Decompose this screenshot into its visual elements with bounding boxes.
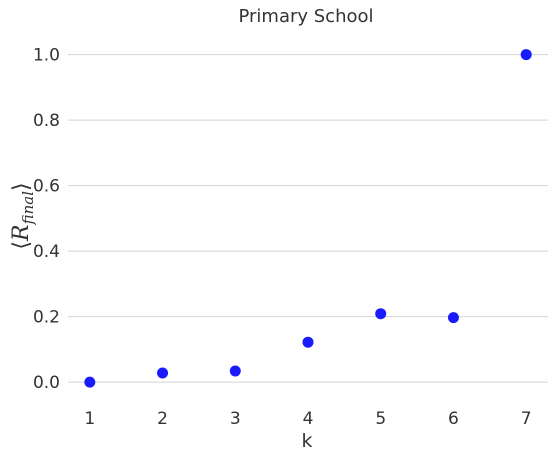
gridlines	[68, 54, 548, 383]
y-label-close: ⟩	[9, 182, 34, 191]
data-points	[84, 49, 532, 388]
y-tick-labels: 0.0 0.2 0.4 0.6 0.8 1.0	[33, 46, 60, 394]
x-tick-label: 5	[375, 409, 386, 429]
x-axis-label: k	[301, 430, 312, 452]
data-point	[84, 376, 96, 388]
y-tick-label: 0.2	[33, 308, 60, 328]
data-point	[520, 49, 532, 61]
x-tick-label: 6	[448, 409, 459, 429]
x-tick-labels: 1 2 3 4 5 6 7	[84, 409, 531, 429]
y-label-subscript: final	[19, 191, 37, 226]
x-tick-label: 2	[157, 409, 168, 429]
x-tick-label: 3	[230, 409, 241, 429]
y-tick-label: 0.0	[33, 373, 60, 393]
data-point	[157, 367, 169, 379]
y-tick-label: 0.4	[33, 242, 60, 262]
chart-title: Primary School	[238, 6, 373, 27]
data-point	[229, 365, 241, 377]
y-tick-label: 0.8	[33, 111, 60, 131]
x-tick-label: 7	[521, 409, 532, 429]
data-point	[302, 336, 314, 348]
y-axis-label: ⟨Rfinal⟩	[9, 182, 37, 249]
y-tick-label: 1.0	[33, 46, 60, 66]
y-tick-label: 0.6	[33, 177, 60, 197]
x-tick-label: 4	[303, 409, 314, 429]
svg-text:⟨Rfinal⟩: ⟨Rfinal⟩	[9, 182, 37, 249]
y-label-main: R	[9, 224, 34, 242]
data-point	[447, 312, 459, 324]
y-label-open: ⟨	[9, 241, 34, 250]
x-tick-label: 1	[84, 409, 95, 429]
data-point	[375, 308, 387, 320]
